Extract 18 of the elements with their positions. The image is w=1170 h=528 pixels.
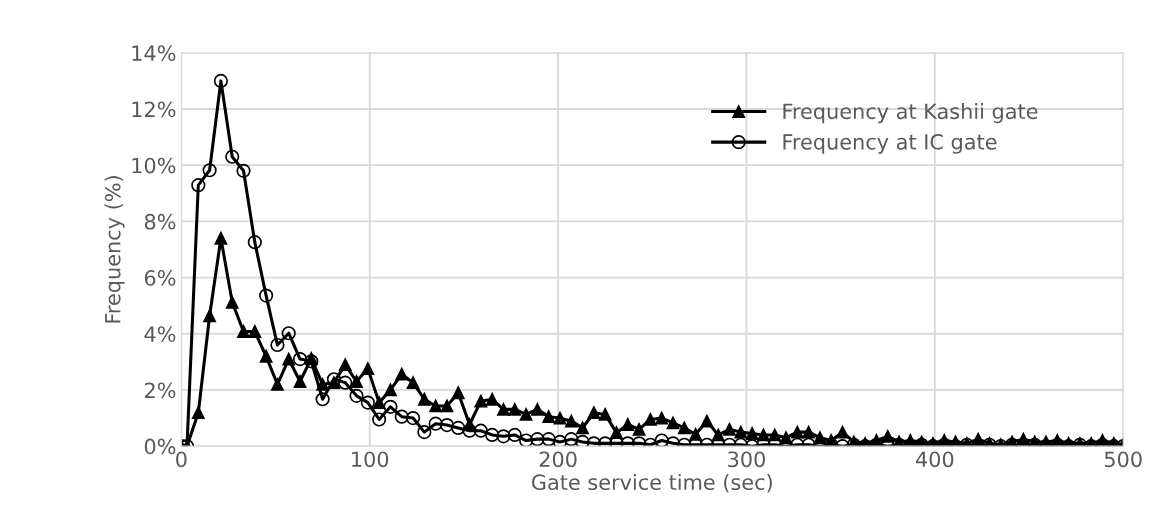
y-tick-label: 14% bbox=[132, 45, 176, 62]
y-tick-label: 8% bbox=[144, 213, 176, 230]
y-axis-title: Frequency (%) bbox=[104, 176, 125, 323]
x-tick-label: 100 bbox=[352, 451, 389, 468]
y-tick-label: 0% bbox=[144, 438, 176, 455]
x-tick-label: 200 bbox=[539, 451, 577, 468]
x-tick-label: 300 bbox=[728, 451, 765, 468]
y-tick-label: 12% bbox=[132, 101, 176, 118]
y-tick-label: 6% bbox=[144, 270, 176, 286]
x-tick-label: 0 bbox=[176, 451, 187, 468]
legend-label: Frequency at IC gate bbox=[783, 133, 997, 154]
x-axis-title: Gate service time (sec) bbox=[532, 473, 772, 493]
x-tick-label: 400 bbox=[915, 451, 954, 468]
x-tick-label: 500 bbox=[1104, 451, 1142, 468]
y-tick-label: 4% bbox=[144, 326, 176, 342]
y-tick-label: 10% bbox=[132, 157, 176, 174]
y-tick-label: 2% bbox=[144, 382, 176, 399]
legend-label: Frequency at Kashii gate bbox=[783, 103, 1038, 124]
